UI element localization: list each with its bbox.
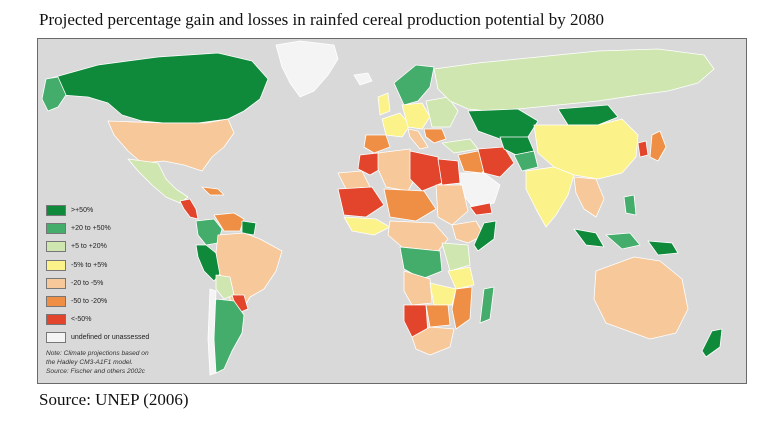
region-scandinavia	[393, 64, 435, 106]
region-somalia	[473, 220, 497, 252]
legend-item: >+50%	[46, 203, 196, 218]
region-korea	[637, 140, 649, 158]
region-canada	[47, 52, 269, 124]
region-western-sahara	[337, 170, 371, 190]
legend-label: undefined or unassessed	[71, 334, 150, 342]
source-caption: Source: UNEP (2006)	[39, 390, 189, 409]
region-japan	[649, 130, 667, 162]
region-madagascar	[479, 286, 495, 324]
region-east-africa	[441, 242, 471, 272]
legend-item: <-50%	[46, 312, 196, 327]
region-new-zealand	[701, 328, 723, 358]
region-uk	[377, 92, 391, 116]
region-china	[533, 118, 639, 180]
legend-swatch	[46, 205, 66, 216]
legend-swatch	[46, 259, 66, 271]
legend-note-line: Note: Climate projections based on	[46, 350, 149, 357]
legend-item: -50 to -20%	[46, 294, 196, 309]
legend-item: undefined or unassessed	[46, 330, 196, 345]
region-niger-chad	[383, 188, 437, 222]
map-legend: >+50% +20 to +50% +5 to +20% -5% to +5% …	[46, 203, 196, 375]
region-mongolia	[557, 104, 619, 126]
region-kazakhstan	[467, 108, 539, 140]
legend-label: <-50%	[71, 316, 92, 324]
legend-swatch	[46, 223, 66, 235]
region-iberia	[363, 134, 391, 154]
region-central-africa	[387, 220, 449, 252]
legend-swatch	[46, 332, 66, 344]
region-morocco	[357, 152, 385, 176]
legend-swatch	[46, 295, 66, 307]
region-guianas	[241, 220, 257, 236]
region-central-america	[179, 198, 199, 220]
region-iran	[477, 146, 515, 178]
region-usa	[107, 118, 235, 172]
region-afghanistan	[513, 150, 539, 172]
region-southeast-asia	[573, 176, 605, 218]
legend-item: -5% to +5%	[46, 258, 196, 273]
legend-item: -20 to -5%	[46, 276, 196, 291]
legend-label: -50 to -20%	[71, 297, 108, 305]
region-mexico	[127, 158, 189, 204]
region-brazil	[215, 232, 283, 312]
region-argentina	[211, 298, 245, 374]
region-india	[525, 166, 575, 228]
legend-swatch	[46, 241, 66, 253]
region-south-africa	[411, 326, 455, 356]
region-mauritania-mali	[337, 186, 385, 218]
region-congo	[399, 246, 443, 280]
map-frame: >+50% +20 to +50% +5 to +20% -5% to +5% …	[37, 38, 747, 384]
legend-swatch	[46, 314, 66, 326]
region-russia	[433, 48, 715, 112]
region-yemen	[469, 202, 493, 216]
legend-swatch	[46, 277, 66, 289]
region-png	[647, 240, 679, 256]
region-france	[381, 112, 411, 138]
region-iceland	[353, 72, 373, 86]
legend-note: Note: Climate projections based on the H…	[46, 349, 196, 376]
legend-note-line: Source: Fischer and others 2002c	[46, 368, 145, 375]
region-turkey	[441, 138, 479, 154]
region-chile	[207, 288, 217, 376]
region-balkans	[423, 128, 447, 144]
region-indonesia-east	[605, 232, 641, 250]
region-egypt	[437, 158, 461, 186]
region-tanzania	[447, 266, 475, 290]
region-alaska	[41, 76, 67, 112]
region-botswana	[425, 304, 451, 328]
region-west-africa	[343, 216, 391, 236]
legend-label: +5 to +20%	[71, 243, 107, 251]
legend-item: +5 to +20%	[46, 239, 196, 254]
legend-label: -20 to -5%	[71, 279, 104, 287]
region-mozambique	[451, 286, 473, 330]
legend-note-line: the Hadley CM3-A1F1 model.	[46, 359, 133, 366]
region-eastern-europe	[425, 96, 459, 128]
region-caribbean	[201, 186, 225, 196]
region-greenland	[275, 40, 339, 98]
region-indonesia-west	[573, 228, 605, 248]
region-zambia	[429, 282, 457, 306]
legend-item: +20 to +50%	[46, 221, 196, 236]
region-central-europe	[401, 102, 431, 130]
region-philippines	[623, 194, 637, 216]
region-italy	[407, 128, 429, 150]
region-angola	[403, 270, 433, 306]
region-libya	[409, 150, 443, 192]
region-ethiopia	[451, 220, 485, 244]
legend-label: +20 to +50%	[71, 225, 111, 233]
legend-label: >+50%	[71, 207, 94, 214]
region-sudan	[435, 184, 469, 226]
map-title: Projected percentage gain and losses in …	[39, 10, 605, 29]
legend-label: -5% to +5%	[71, 261, 108, 269]
region-australia	[593, 256, 689, 340]
world-map	[41, 40, 723, 376]
region-bolivia	[215, 274, 235, 300]
